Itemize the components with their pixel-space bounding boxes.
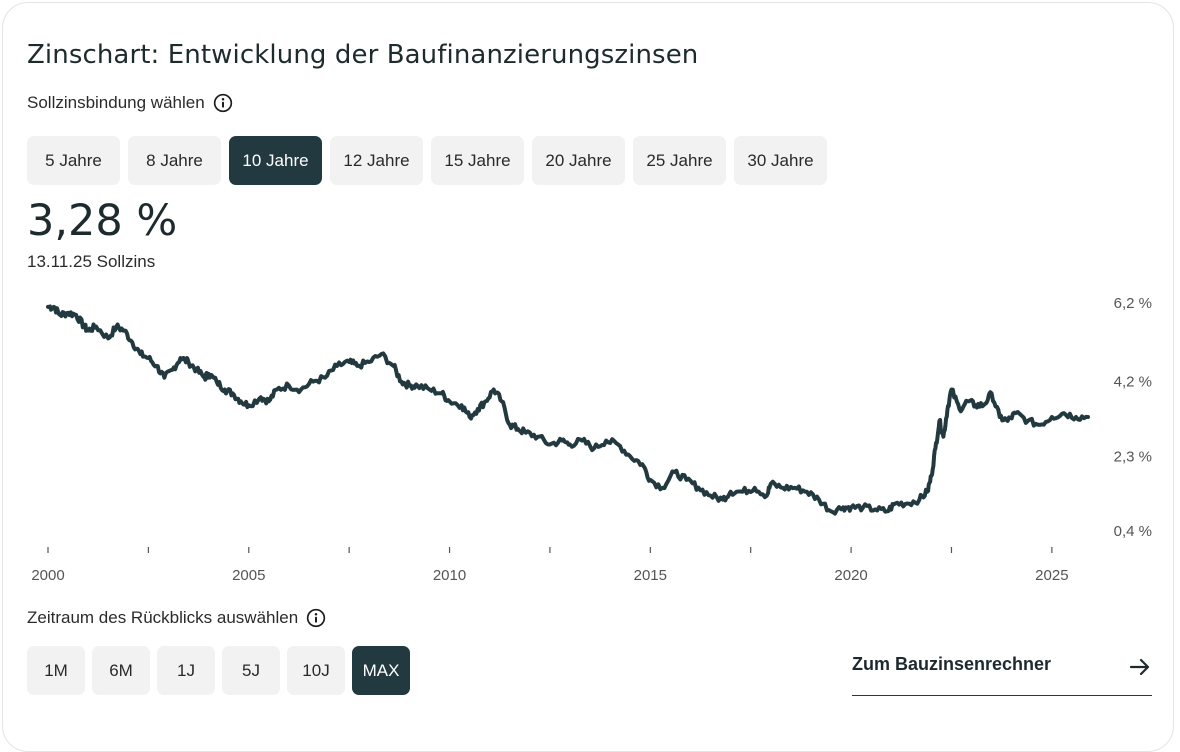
info-icon[interactable] [213,93,233,113]
binding-option-20-jahre[interactable]: 20 Jahre [532,136,625,185]
range-label-row: Zeitraum des Rückblicks auswählen [27,608,326,628]
current-rate: 3,28 % [27,196,178,246]
range-option-10j[interactable]: 10J [287,646,345,695]
binding-option-5-jahre[interactable]: 5 Jahre [27,136,120,185]
y-tick-label: 0,4 % [1114,523,1152,540]
info-icon[interactable] [306,608,326,628]
x-tick-label: 2025 [1035,567,1068,584]
binding-option-10-jahre[interactable]: 10 Jahre [229,136,322,185]
arrow-right-icon [1128,655,1152,679]
range-option-5j[interactable]: 5J [222,646,280,695]
rate-series-line [46,304,1090,516]
binding-option-15-jahre[interactable]: 15 Jahre [431,136,524,185]
page-title: Zinschart: Entwicklung der Baufinanzieru… [27,40,699,70]
calculator-link-label: Zum Bauzinsenrechner [852,654,1052,674]
binding-options: 5 Jahre 8 Jahre 10 Jahre 12 Jahre 15 Jahre 20… [27,136,827,185]
range-option-6m[interactable]: 6M [92,646,150,695]
binding-label-row: Sollzinsbindung wählen [27,93,233,113]
x-tick-label: 2015 [634,567,667,584]
range-option-1j[interactable]: 1J [157,646,215,695]
binding-option-8-jahre[interactable]: 8 Jahre [128,136,221,185]
x-tick-label: 2010 [433,567,466,584]
range-option-max[interactable]: MAX [352,646,410,695]
binding-option-12-jahre[interactable]: 12 Jahre [330,136,423,185]
x-tick-label: 2020 [834,567,867,584]
range-option-1m[interactable]: 1M [27,646,85,695]
calculator-link[interactable]: Zum Bauzinsenrechner [852,650,1152,696]
x-tick-label: 2005 [232,567,265,584]
binding-label: Sollzinsbindung wählen [27,93,205,112]
binding-option-25-jahre[interactable]: 25 Jahre [633,136,726,185]
y-tick-label: 2,3 % [1114,448,1152,465]
interest-chart: 2000 2005 2010 2015 2020 2025 0,4 % 2,3 % 4,2 % 6… [31,295,1152,584]
y-tick-label: 6,2 % [1114,295,1152,312]
range-options: 1M 6M 1J 5J 10J MAX [27,646,410,695]
x-tick-label: 2000 [31,567,64,584]
y-tick-label: 4,2 % [1114,374,1152,391]
binding-option-30-jahre[interactable]: 30 Jahre [734,136,827,185]
current-rate-date: 13.11.25 Sollzins [27,252,156,271]
range-label: Zeitraum des Rückblicks auswählen [27,608,299,627]
